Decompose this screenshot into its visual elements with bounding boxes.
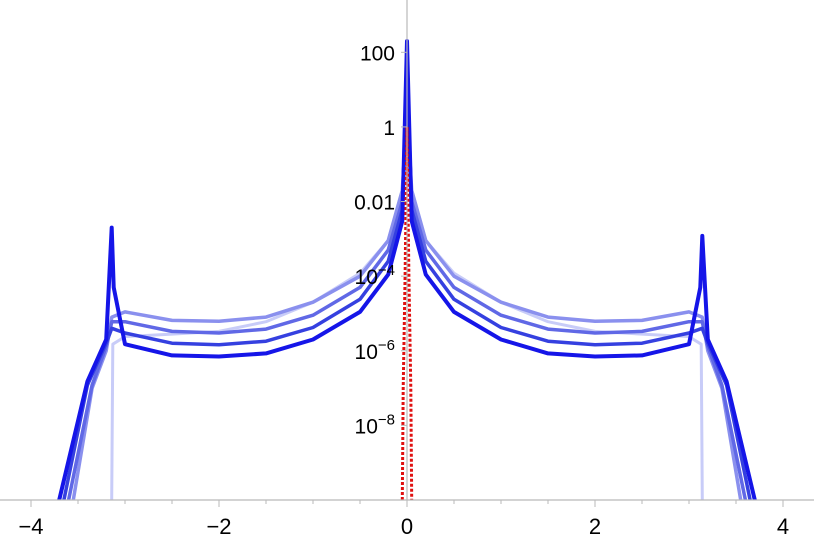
y-tick-label: 0.01 — [354, 192, 395, 215]
y-tick-label: 1 — [383, 117, 395, 140]
y-tick-label: 10−4 — [355, 262, 395, 289]
y-tick-label: 10−6 — [355, 337, 395, 364]
x-tick-label: 0 — [401, 514, 413, 539]
y-tick-label: 100 — [360, 42, 395, 65]
x-tick-label: 2 — [589, 514, 601, 539]
y-tick-label: 10−8 — [355, 411, 395, 438]
x-tick-label: −2 — [206, 514, 231, 539]
x-ticks: −4 −2 0 2 4 — [18, 500, 789, 539]
red-dashed-series — [400, 126, 414, 501]
x-tick-label: −4 — [18, 514, 43, 539]
x-tick-label: 4 — [777, 514, 789, 539]
red-series-layer — [400, 126, 414, 501]
y-ticks: 100 1 0.01 10−4 10−6 10−8 — [354, 42, 407, 438]
